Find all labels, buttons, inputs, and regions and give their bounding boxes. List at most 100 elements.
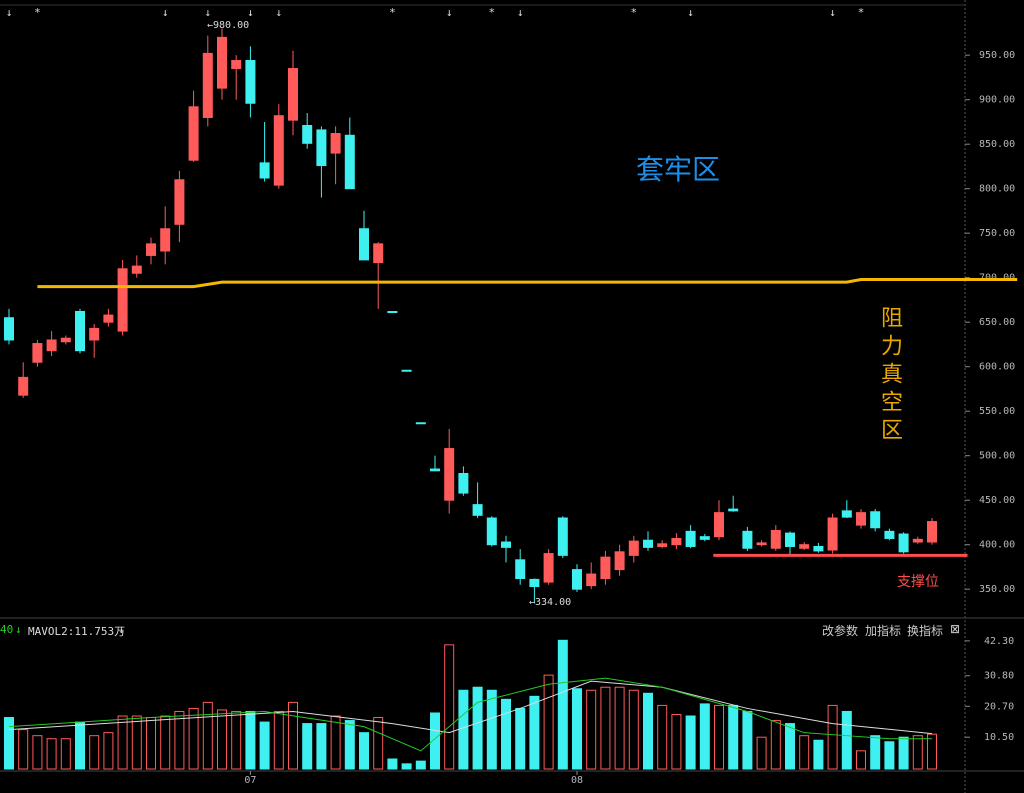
event-marker: ↓	[162, 6, 169, 19]
candle-body	[4, 317, 14, 341]
volume-bar	[501, 698, 511, 770]
button[interactable]: 改参数	[822, 624, 859, 638]
volume-bar	[330, 715, 341, 770]
candle-body	[117, 268, 128, 332]
volume-bar	[32, 735, 43, 770]
candle-body	[444, 448, 455, 501]
candle-body	[699, 536, 710, 540]
candle-body	[458, 472, 469, 494]
event-marker: *	[630, 6, 637, 19]
candle-body	[245, 60, 256, 104]
candle-body	[231, 60, 242, 70]
volume-bar	[458, 689, 469, 770]
y-tick-label: 900.00	[979, 95, 1015, 106]
candle-body	[415, 422, 426, 425]
event-marker: ↓	[517, 6, 524, 19]
x-tick-label: 07	[244, 775, 256, 786]
candle-body	[316, 129, 327, 167]
y-tick-label: 10.50	[984, 732, 1014, 743]
event-marker: ↓	[687, 6, 694, 19]
event-marker: ↓	[6, 6, 13, 19]
volume-bar	[557, 639, 568, 770]
close-button[interactable]: ⊠	[950, 622, 961, 636]
candle-body	[75, 311, 85, 352]
volume-bar	[870, 735, 881, 770]
candle-body	[586, 573, 597, 587]
y-tick-label: 650.00	[979, 317, 1015, 328]
volume-bar	[4, 717, 14, 770]
volume-legend: MAVOL2:11.753万	[28, 625, 126, 638]
candle-body	[827, 517, 838, 551]
candle-body	[146, 243, 156, 256]
candle-body	[344, 134, 355, 190]
volume-bar	[529, 695, 540, 770]
volume-bar	[657, 704, 668, 770]
support-note: 支撑位	[897, 574, 939, 590]
vacuum-zone-note: 阻力真空区	[877, 306, 902, 446]
button[interactable]: 加指标	[865, 624, 902, 638]
candle-body	[359, 228, 369, 261]
volume-bar	[543, 674, 554, 770]
candle-body	[288, 68, 298, 121]
candle-body	[174, 179, 185, 225]
volume-bar	[486, 689, 497, 770]
volume-legend: 40	[0, 623, 14, 636]
event-marker: ↓	[829, 6, 836, 19]
volume-bar	[259, 721, 270, 770]
volume-bar	[160, 715, 171, 770]
volume-bar	[785, 723, 795, 770]
candle-body	[884, 530, 895, 539]
volume-bar	[373, 717, 384, 770]
trap-zone-note: 套牢区	[636, 153, 721, 186]
volume-bar	[131, 715, 142, 770]
candle-body	[799, 544, 810, 549]
volume-bar	[430, 712, 440, 770]
button[interactable]: 换指标	[907, 624, 944, 638]
candle-body	[671, 537, 682, 546]
volume-legend: ↓	[15, 623, 22, 636]
candle-body	[927, 521, 937, 543]
volume-bar	[614, 686, 625, 770]
volume-bar	[302, 723, 313, 770]
y-tick-label: 400.00	[979, 540, 1015, 551]
candle-body	[600, 556, 611, 580]
volume-ma-line	[8, 680, 933, 735]
candle-body	[330, 133, 341, 154]
y-tick-label: 42.30	[984, 636, 1014, 647]
volume-bar	[89, 735, 100, 770]
volume-bar	[799, 735, 810, 770]
candle-body	[898, 533, 909, 553]
candle-body	[756, 542, 767, 546]
volume-bar	[231, 710, 242, 770]
volume-bar	[273, 710, 284, 770]
volume-bar	[628, 689, 639, 770]
candle-body	[841, 510, 852, 518]
candle-body	[628, 540, 639, 556]
volume-bar	[46, 738, 57, 770]
y-tick-label: 550.00	[979, 406, 1015, 417]
volume-bar	[586, 689, 597, 770]
event-marker: *	[34, 6, 41, 19]
candle-body	[401, 369, 412, 372]
candle-body	[273, 115, 284, 186]
candle-body	[430, 468, 440, 472]
candle-body	[785, 532, 795, 547]
volume-bar	[245, 710, 256, 770]
volume-bar	[288, 701, 298, 770]
candle-body	[472, 504, 483, 516]
high-label: ←980.00	[207, 20, 250, 31]
volume-bar	[359, 732, 369, 770]
candle-body	[202, 52, 213, 118]
candle-body	[856, 512, 866, 526]
candle-body	[912, 538, 923, 543]
volume-bar	[827, 704, 838, 770]
candle-body	[643, 539, 653, 548]
volume-bar	[884, 741, 895, 770]
candle-body	[486, 517, 497, 546]
y-tick-label: 450.00	[979, 495, 1015, 506]
volume-bar	[671, 713, 682, 770]
volume-bar	[742, 710, 753, 770]
candle-body	[160, 228, 171, 252]
